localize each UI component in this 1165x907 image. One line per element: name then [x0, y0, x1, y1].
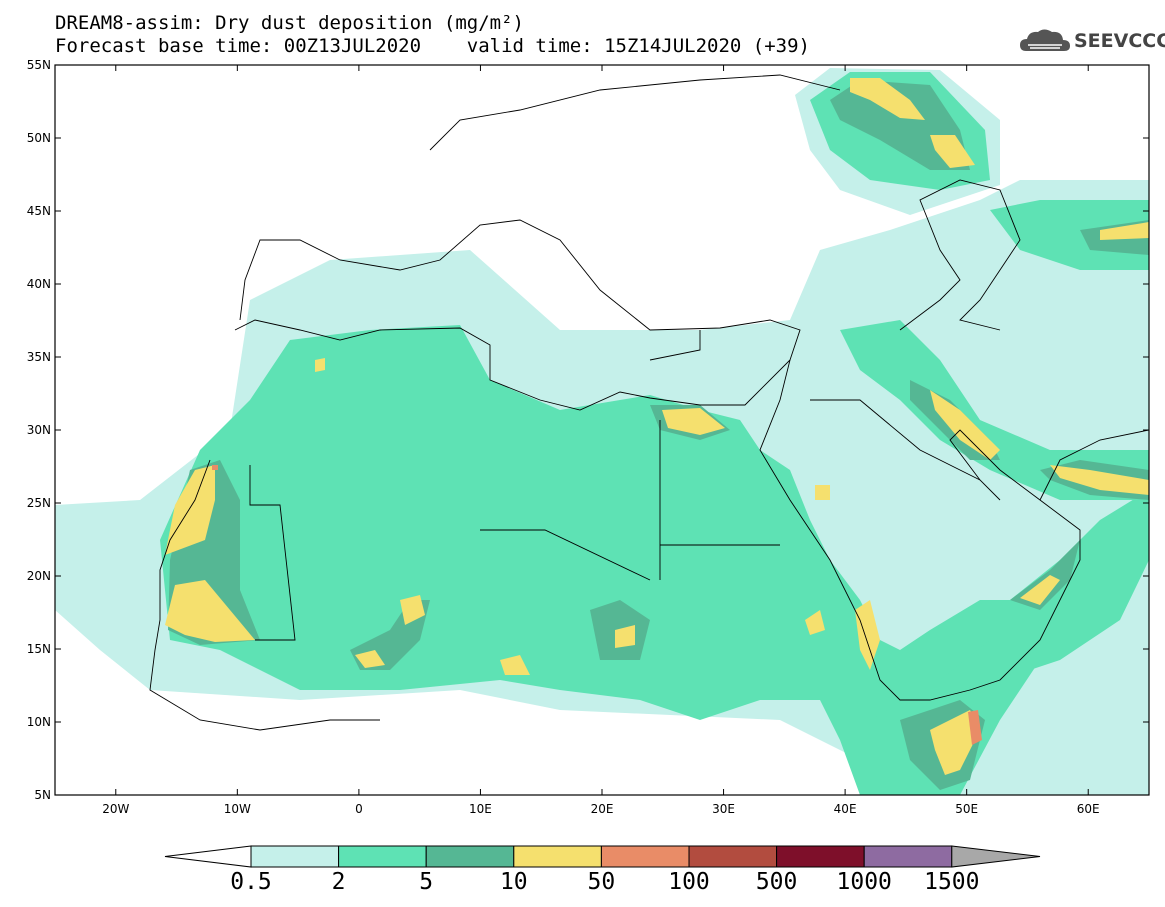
colorbar-label: 500	[756, 869, 798, 895]
colorbar-swatch	[776, 845, 865, 868]
colorbar-label: 2	[332, 869, 346, 895]
colorbar-swatch	[513, 845, 602, 868]
lon-label: 20W	[102, 802, 129, 816]
lon-label: 60E	[1077, 802, 1100, 816]
colorbar-label: 1000	[837, 869, 892, 895]
dust-field	[55, 65, 1149, 795]
colorbar-under-arrow	[164, 845, 252, 868]
map-subtitle: Forecast base time: 00Z13JUL2020 valid t…	[55, 35, 810, 57]
lat-label: 55N	[27, 58, 51, 72]
lon-label: 20E	[591, 802, 614, 816]
lat-label: 50N	[27, 131, 51, 145]
lat-label: 35N	[27, 350, 51, 364]
lat-label: 40N	[27, 277, 51, 291]
lat-label: 20N	[27, 569, 51, 583]
colorbar-swatch	[863, 845, 953, 868]
lat-label: 5N	[34, 788, 51, 802]
lon-label: 0	[355, 802, 363, 816]
lon-label: 40E	[834, 802, 857, 816]
lon-axis: 20W 10W 0 10E 20E 30E 40E 50E 60E	[102, 65, 1100, 816]
lon-label: 50E	[955, 802, 978, 816]
map-title: DREAM8-assim: Dry dust deposition (mg/m²…	[55, 12, 524, 34]
colorbar-label: 1500	[924, 869, 979, 895]
colorbar-label: 50	[588, 869, 616, 895]
colorbar: 0.5 2 5 10 50 100 500 1000 1500	[164, 845, 1041, 895]
colorbar-label: 5	[419, 869, 433, 895]
lon-label: 10E	[469, 802, 492, 816]
logo-text: SEEVCCC	[1074, 30, 1165, 52]
seevccc-logo: SEEVCCC	[1018, 25, 1165, 59]
colorbar-label: 10	[500, 869, 528, 895]
colorbar-swatch	[425, 845, 515, 868]
colorbar-swatch	[250, 845, 340, 868]
colorbar-label: 100	[668, 869, 710, 895]
colorbar-swatch	[600, 845, 690, 868]
lon-label: 10W	[224, 802, 251, 816]
dust-level-2	[160, 72, 1149, 795]
lat-label: 25N	[27, 496, 51, 510]
lat-axis: 5N 10N 15N 20N 25N 30N 35N 40N 45N 50N 55N	[27, 58, 1149, 802]
colorbar-swatch	[338, 845, 427, 868]
lat-label: 15N	[27, 642, 51, 656]
dust-level-10	[165, 78, 1149, 775]
colorbar-swatch	[688, 845, 778, 868]
lat-label: 30N	[27, 423, 51, 437]
dust-level-50	[212, 465, 982, 745]
lon-label: 30E	[712, 802, 735, 816]
cloud-icon	[1020, 29, 1070, 51]
lat-label: 10N	[27, 715, 51, 729]
colorbar-label: 0.5	[230, 869, 272, 895]
lat-label: 45N	[27, 204, 51, 218]
colorbar-over-arrow	[951, 845, 1041, 868]
coastlines	[149, 74, 1149, 731]
